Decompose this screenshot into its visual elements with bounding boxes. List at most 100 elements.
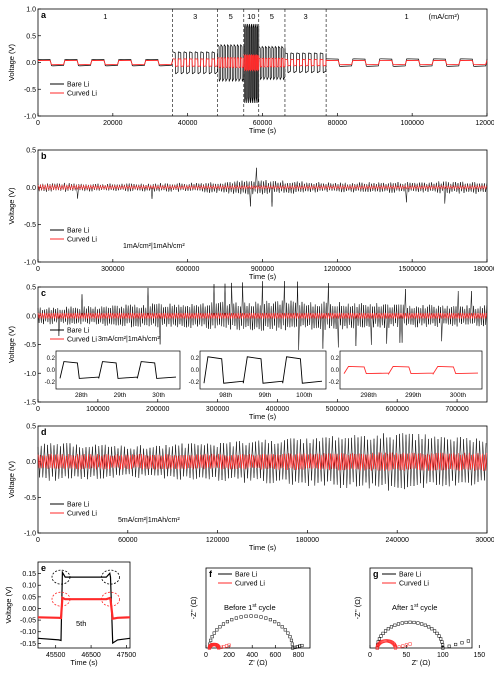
x-tick-label: 46500: [81, 652, 101, 659]
x-tick-label: 0: [36, 537, 40, 544]
bare-li-line: [258, 45, 286, 81]
x-tick-label: 60000: [118, 537, 138, 544]
x-tick-label: 400000: [266, 406, 289, 413]
impedance-point: [222, 645, 226, 649]
impedance-point: [389, 625, 393, 629]
x-tick-label: 200: [223, 652, 235, 659]
impedance-point: [379, 640, 383, 644]
panel-a: 0 20000 40000 60000 80000 100000 120000 -1.0 -0.…: [7, 7, 494, 136]
condition-label: 1mA/cm²|1mAh/cm²: [123, 243, 185, 250]
impedance-point: [249, 614, 253, 618]
impedance-point: [210, 635, 214, 639]
condition-label: 5mA/cm²|1mAh/cm²: [118, 517, 180, 524]
bare-li-line: [37, 58, 174, 67]
y-tick-label: 1.0: [26, 7, 36, 14]
x-tick-label: 600000: [176, 266, 199, 273]
panel-b: 0 300000 600000 900000 1200000 1500000 1800000…: [7, 148, 494, 282]
impedance-point: [234, 616, 238, 620]
x-tick-label: 300000: [475, 537, 494, 544]
inset-cycle-label: 300th: [450, 392, 467, 399]
impedance-point: [420, 622, 424, 626]
y-tick-label: 0.0: [26, 185, 36, 192]
x-tick-label: 0: [36, 120, 40, 127]
legend-label: Curved Li: [67, 237, 97, 244]
y-tick-label: 0.5: [26, 285, 36, 292]
x-tick-label: 200000: [146, 406, 169, 413]
y-axis-label: -Z'' (Ω): [353, 596, 362, 619]
curved-li-line: [243, 54, 260, 72]
y-tick-label: -1.0: [24, 371, 36, 378]
x-tick-label: 100: [437, 652, 449, 659]
impedance-point: [404, 643, 408, 647]
y-tick-label: 0.5: [26, 424, 36, 431]
panel-label: e: [41, 563, 46, 573]
impedance-point: [447, 644, 451, 648]
impedance-point: [441, 643, 445, 647]
legend-label: Curved Li: [399, 581, 429, 588]
y-axis-label: Voltage (V): [4, 586, 13, 624]
legend-label: Bare Li: [67, 82, 90, 89]
legend-label: Bare Li: [235, 572, 258, 579]
x-tick-label: 45500: [46, 652, 66, 659]
bare-li-line: [37, 167, 488, 207]
x-tick-label: 0: [368, 652, 372, 659]
x-tick-label: 300000: [101, 266, 124, 273]
impedance-point: [412, 620, 416, 625]
impedance-point: [435, 631, 439, 635]
x-axis-label: Z' (Ω): [249, 658, 268, 667]
y-axis-label: -Z'' (Ω): [189, 596, 198, 619]
rate-label: 5: [229, 12, 233, 21]
curved-li-line: [37, 452, 488, 472]
x-tick-label: 1800000: [473, 266, 494, 273]
impedance-point: [427, 625, 431, 629]
y-tick-label: 0.0: [26, 313, 36, 320]
inset-line: [203, 356, 323, 384]
impedance-point: [264, 616, 268, 620]
x-axis-label: Time (s): [70, 658, 98, 667]
impedance-point: [280, 625, 284, 629]
x-tick-label: 100000: [86, 406, 109, 413]
x-tick-label: 150: [473, 652, 485, 659]
impedance-point: [244, 614, 248, 618]
y-tick-label: -0.5: [24, 87, 36, 94]
y-tick-label: -0.5: [24, 222, 36, 229]
impedance-point: [209, 638, 213, 642]
x-tick-label: 60000: [253, 120, 273, 127]
impedance-point: [393, 623, 397, 627]
rate-label: 5: [270, 12, 274, 21]
curved-li-line: [37, 596, 131, 620]
curved-li-line: [284, 58, 327, 67]
impedance-point: [212, 631, 216, 635]
curved-li-line: [37, 183, 488, 191]
impedance-point: [416, 621, 420, 625]
impedance-point: [440, 640, 444, 644]
y-tick-label: 0.5: [26, 33, 36, 40]
legend-label: Curved Li: [67, 511, 97, 518]
plot-frame: [37, 425, 488, 534]
inset-frame: [55, 350, 181, 390]
inset-y-tick-label: -0.2: [329, 380, 340, 386]
impedance-point: [291, 646, 295, 650]
x-tick-label: 0: [36, 406, 40, 413]
plot-frame: [37, 149, 488, 263]
curved-li-line: [37, 59, 174, 66]
impedance-point: [221, 622, 226, 626]
inset-y-tick-label: 0.0: [191, 368, 200, 374]
impedance-point: [437, 634, 441, 638]
bare-li-line: [37, 281, 488, 350]
y-tick-label: -0.10: [20, 629, 36, 636]
x-axis-label: Time (s): [249, 126, 277, 135]
inset-y-tick-label: 0.2: [191, 356, 200, 362]
highlight-circle: [101, 591, 120, 607]
y-tick-label: 0.10: [22, 583, 36, 590]
y-tick-label: 0.05: [22, 594, 36, 601]
inset-cycle-label: 298th: [360, 392, 377, 399]
impedance-point: [433, 629, 437, 633]
x-tick-label: 700000: [445, 406, 468, 413]
impedance-point: [408, 620, 412, 624]
impedance-point: [215, 628, 219, 632]
y-tick-label: -0.15: [20, 641, 36, 648]
inset-cycle-label: 99th: [259, 392, 272, 399]
impedance-point: [273, 620, 277, 624]
annotation: After 1st cycle: [392, 603, 437, 612]
